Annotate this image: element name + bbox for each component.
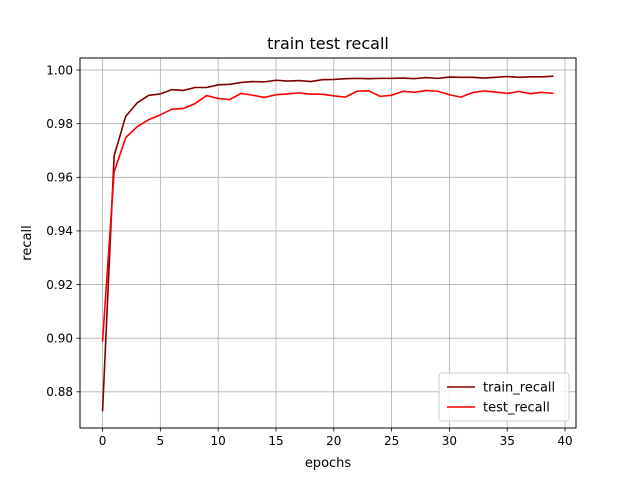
y-tick-label: 0.98 xyxy=(46,117,73,131)
chart-title: train test recall xyxy=(267,34,389,53)
axis-ticks: 0 5 10 15 20 25 30 35 40 0.88 0.90 0.92 0.94 0.96 0.98… xyxy=(46,63,572,448)
legend: train_recall test_recall xyxy=(438,372,570,422)
legend-label: train_recall xyxy=(483,381,555,396)
x-tick-label: 30 xyxy=(442,434,457,448)
y-tick-label: 0.94 xyxy=(46,224,73,238)
y-tick-label: 0.92 xyxy=(46,278,73,292)
x-tick-label: 5 xyxy=(157,434,165,448)
legend-box xyxy=(438,372,570,422)
plot-frame xyxy=(79,57,577,429)
y-tick-label: 1.00 xyxy=(46,63,73,77)
series-line-train_recall xyxy=(101,75,554,412)
x-tick-label: 35 xyxy=(500,434,515,448)
x-tick-label: 10 xyxy=(211,434,226,448)
x-axis-label: epochs xyxy=(305,456,352,471)
y-tick-label: 0.90 xyxy=(46,331,73,345)
series-line-test_recall xyxy=(101,89,554,342)
x-tick-label: 0 xyxy=(99,434,107,448)
series-layer xyxy=(101,75,554,412)
legend-label: test_recall xyxy=(483,401,550,416)
y-axis-label: recall xyxy=(20,225,35,260)
y-tick-label: 0.96 xyxy=(46,171,73,185)
x-tick-label: 20 xyxy=(326,434,341,448)
y-tick-label: 0.88 xyxy=(46,385,73,399)
x-tick-label: 25 xyxy=(384,434,399,448)
x-tick-label: 40 xyxy=(557,434,572,448)
x-tick-label: 15 xyxy=(268,434,283,448)
